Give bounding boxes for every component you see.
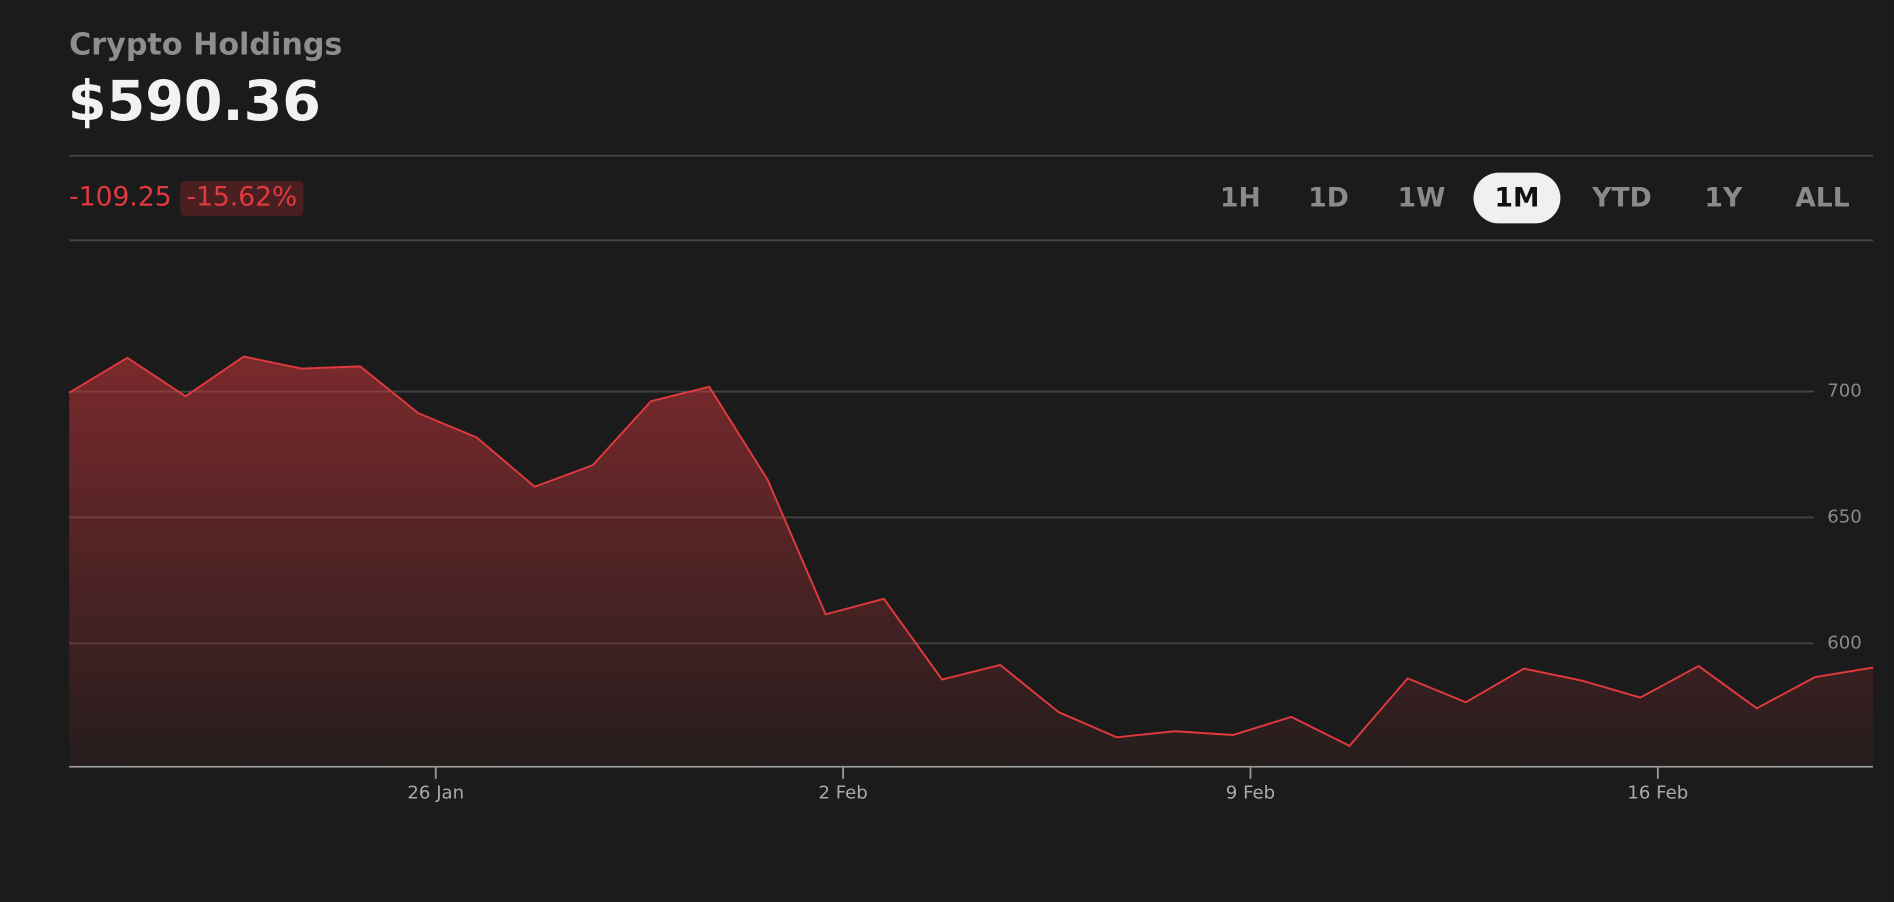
change-amount: -109.25 <box>69 182 171 213</box>
range-button[interactable]: 1D <box>1308 183 1349 214</box>
x-tick-label: 9 Feb <box>1226 782 1275 803</box>
y-tick-label: 600 <box>1827 632 1862 653</box>
range-button[interactable]: ALL <box>1795 183 1849 214</box>
total-value: $590.36 <box>68 69 321 134</box>
area-fill <box>69 356 1874 767</box>
change-percent: -15.62% <box>186 182 297 213</box>
x-tick-label: 16 Feb <box>1627 782 1688 803</box>
x-tick-label: 26 Jan <box>407 782 464 803</box>
range-button[interactable]: 1H <box>1220 183 1261 214</box>
range-selector: 1H 1D 1W 1M YTD 1Y ALL <box>1220 172 1850 224</box>
title: Crypto Holdings <box>69 27 342 62</box>
x-tick-label: 2 Feb <box>818 782 867 803</box>
y-tick-label: 700 <box>1827 381 1862 402</box>
change-badge <box>180 181 304 217</box>
range-button[interactable]: 1M <box>1494 183 1539 214</box>
range-button[interactable]: YTD <box>1591 183 1651 214</box>
chart: 600 650 700 26 Jan 2 Feb 9 Feb 16 Feb <box>68 355 1874 803</box>
y-tick-label: 650 <box>1827 506 1862 527</box>
range-button[interactable]: 1Y <box>1705 183 1743 214</box>
price-line <box>68 355 1874 747</box>
range-button[interactable]: 1W <box>1398 183 1446 214</box>
range-selected-pill <box>1473 172 1561 224</box>
